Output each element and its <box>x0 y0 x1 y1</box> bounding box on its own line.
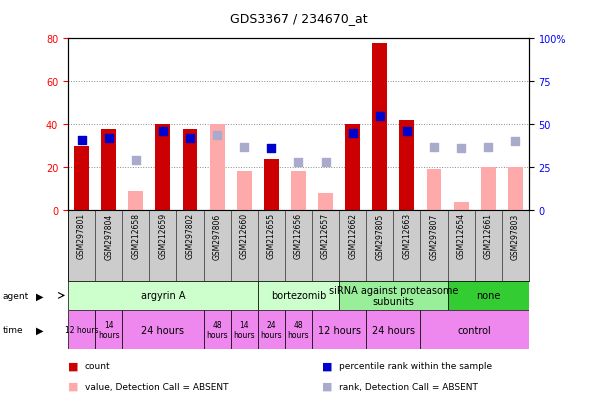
Text: 24 hours: 24 hours <box>141 325 184 335</box>
Bar <box>345 125 360 211</box>
Text: time: time <box>3 325 24 334</box>
Bar <box>183 129 197 211</box>
Bar <box>155 125 170 211</box>
Text: GSM212658: GSM212658 <box>131 213 140 259</box>
Text: ■: ■ <box>322 361 333 370</box>
Text: ■: ■ <box>68 361 79 370</box>
Point <box>483 144 493 150</box>
Text: GSM297804: GSM297804 <box>104 213 113 259</box>
Text: 14
hours: 14 hours <box>98 320 119 339</box>
Bar <box>74 146 89 211</box>
Text: 24
hours: 24 hours <box>261 320 282 339</box>
Text: 12 hours: 12 hours <box>317 325 361 335</box>
Point <box>511 139 520 145</box>
Point <box>131 158 141 164</box>
Point <box>239 144 249 150</box>
Point <box>375 113 385 120</box>
Bar <box>312 311 366 349</box>
Point <box>321 159 330 166</box>
Text: 48
hours: 48 hours <box>206 320 228 339</box>
Bar <box>258 311 285 349</box>
Bar <box>372 43 387 211</box>
Point <box>267 146 276 152</box>
Bar <box>95 311 122 349</box>
Text: siRNA against proteasome
subunits: siRNA against proteasome subunits <box>329 285 458 306</box>
Text: percentile rank within the sample: percentile rank within the sample <box>339 361 492 370</box>
Text: GSM212654: GSM212654 <box>457 213 466 259</box>
Text: 12 hours: 12 hours <box>65 325 98 334</box>
Text: GDS3367 / 234670_at: GDS3367 / 234670_at <box>230 12 367 25</box>
Point <box>429 144 439 150</box>
Point <box>348 130 358 137</box>
Point <box>456 146 466 152</box>
Text: ▶: ▶ <box>36 325 43 335</box>
Point <box>185 135 194 142</box>
Point <box>77 137 86 144</box>
Text: ■: ■ <box>322 381 333 391</box>
Bar <box>454 202 469 211</box>
Bar <box>68 281 258 311</box>
Text: GSM212657: GSM212657 <box>321 213 330 259</box>
Text: 14
hours: 14 hours <box>233 320 255 339</box>
Text: 48
hours: 48 hours <box>288 320 309 339</box>
Bar <box>427 170 441 211</box>
Text: GSM297807: GSM297807 <box>430 213 439 259</box>
Bar <box>122 311 203 349</box>
Point <box>402 128 412 135</box>
Bar <box>258 281 339 311</box>
Bar <box>318 193 333 211</box>
Text: rank, Detection Call = ABSENT: rank, Detection Call = ABSENT <box>339 382 478 391</box>
Point <box>104 135 113 142</box>
Text: GSM212655: GSM212655 <box>267 213 276 259</box>
Bar <box>230 311 258 349</box>
Text: count: count <box>85 361 110 370</box>
Bar <box>291 172 306 211</box>
Bar <box>128 191 143 211</box>
Bar <box>339 281 447 311</box>
Text: ▶: ▶ <box>36 291 43 301</box>
Bar <box>366 311 420 349</box>
Text: GSM297802: GSM297802 <box>186 213 194 259</box>
Point <box>294 159 303 166</box>
Text: GSM297806: GSM297806 <box>213 213 222 259</box>
Text: GSM297805: GSM297805 <box>375 213 384 259</box>
Text: GSM212663: GSM212663 <box>402 213 411 259</box>
Text: GSM212659: GSM212659 <box>158 213 167 259</box>
Text: argyrin A: argyrin A <box>141 291 185 301</box>
Text: GSM212662: GSM212662 <box>348 213 357 259</box>
Bar <box>210 125 225 211</box>
Bar <box>508 168 523 211</box>
Bar <box>400 121 414 211</box>
Bar <box>237 172 252 211</box>
Bar <box>481 168 496 211</box>
Bar <box>447 281 529 311</box>
Bar <box>264 159 279 211</box>
Text: control: control <box>458 325 492 335</box>
Text: GSM212660: GSM212660 <box>240 213 249 259</box>
Text: bortezomib: bortezomib <box>271 291 326 301</box>
Text: GSM297801: GSM297801 <box>77 213 86 259</box>
Text: ■: ■ <box>68 381 79 391</box>
Text: 24 hours: 24 hours <box>372 325 415 335</box>
Text: GSM297803: GSM297803 <box>511 213 520 259</box>
Text: value, Detection Call = ABSENT: value, Detection Call = ABSENT <box>85 382 228 391</box>
Text: agent: agent <box>3 291 29 300</box>
Point <box>212 132 222 138</box>
Bar <box>420 311 529 349</box>
Bar <box>285 311 312 349</box>
Text: none: none <box>476 291 501 301</box>
Bar <box>101 129 116 211</box>
Text: GSM212661: GSM212661 <box>484 213 493 259</box>
Bar <box>68 311 95 349</box>
Bar <box>203 311 230 349</box>
Text: GSM212656: GSM212656 <box>294 213 303 259</box>
Point <box>158 128 168 135</box>
